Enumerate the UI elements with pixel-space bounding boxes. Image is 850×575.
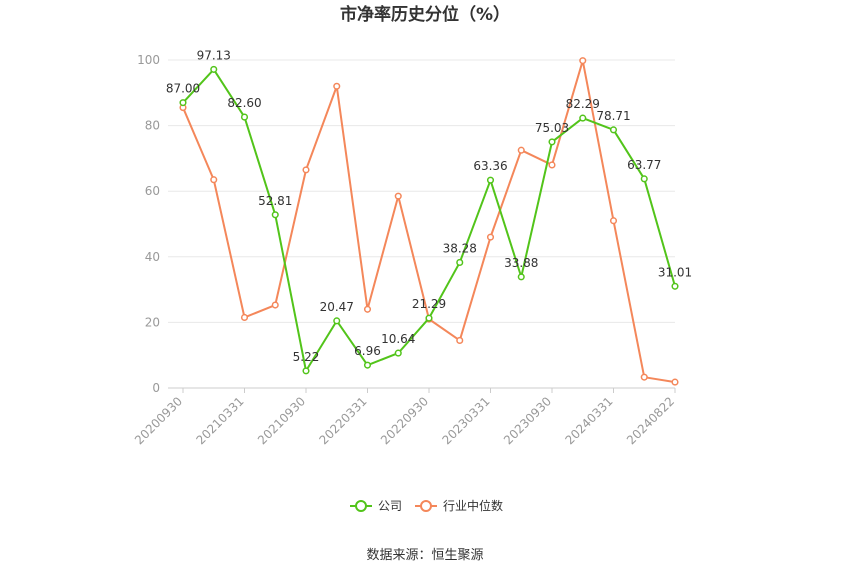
point-company [210,65,218,73]
series-layer [179,57,679,386]
y-tick-label: 100 [137,53,160,67]
x-tick-label: 20240822 [624,394,677,447]
point-company [456,258,464,266]
point-company [548,138,556,146]
point-industry-median [394,192,402,200]
point-company [609,126,618,134]
point-industry-median [240,313,249,322]
point-industry-median [548,161,556,169]
x-tick-label: 20210930 [255,394,308,447]
legend-label-industry-median: 行业中位数 [443,498,503,513]
y-tick-label: 60 [145,184,160,198]
point-industry-median [517,146,525,154]
legend-label-company: 公司 [378,499,402,513]
legend-marker-company [355,500,367,512]
point-industry-median [210,176,218,184]
point-company [579,114,587,122]
x-tick-label: 20230331 [440,394,493,447]
data-label-company: 87.00 [166,82,200,96]
data-label-company: 6.96 [354,344,381,358]
data-label-company: 20.47 [320,300,354,314]
x-tick-label: 20240331 [563,394,616,447]
data-label-company: 75.03 [535,121,569,135]
point-company [425,314,433,322]
data-label-company: 97.13 [197,48,231,62]
point-company [240,113,249,121]
point-company [671,282,679,290]
data-label-company: 21.29 [412,297,446,311]
data-label-company: 31.01 [658,265,692,279]
point-company [640,175,648,183]
legend-item-industry-median[interactable]: 行业中位数 [415,498,503,513]
data-label-company: 38.28 [443,241,477,255]
y-tick-label: 40 [145,250,160,264]
legend-marker-industry-median [420,500,432,512]
data-label-company: 82.60 [227,96,261,110]
data-label-company: 63.77 [627,158,661,172]
y-tick-label: 20 [145,315,160,329]
data-label-company: 63.36 [473,159,507,173]
x-tick-label: 20220930 [378,394,431,447]
y-axis: 0 20 40 60 80 100 [137,53,160,395]
point-company [271,211,279,219]
point-industry-median [302,166,310,174]
chart-title: 市净率历史分位（%） [340,4,510,25]
point-company [363,361,372,369]
x-tick-label: 20200930 [132,394,185,447]
x-tick-label: 20220331 [317,394,370,447]
x-tick-label: 20210331 [194,394,247,447]
point-industry-median [456,336,464,344]
y-tick-label: 0 [152,381,160,395]
point-industry-median [271,301,279,309]
data-label-company: 33.88 [504,256,538,270]
x-axis: 20200930 20210331 20210930 20220331 20220930… [132,387,677,447]
point-company [517,273,525,281]
point-industry-median [363,305,372,313]
point-industry-median [640,373,648,381]
point-company [394,349,402,357]
point-industry-median [486,233,495,241]
point-industry-median [609,217,618,225]
data-label-company: 82.29 [566,97,600,111]
legend[interactable]: 公司 行业中位数 [350,498,503,513]
data-label-company: 5.22 [293,350,320,364]
point-company [333,317,341,325]
source-note: 数据来源：恒生聚源 [366,548,483,563]
legend-item-company[interactable]: 公司 [350,499,402,513]
point-industry-median [333,82,341,90]
point-company [486,176,495,184]
y-tick-label: 80 [145,119,160,133]
data-label-company: 10.64 [381,332,415,346]
point-company [302,367,310,375]
data-label-company: 52.81 [258,194,292,208]
point-industry-median [579,57,587,65]
point-industry-median [671,378,679,386]
data-label-company: 78.71 [596,109,630,123]
x-tick-label: 20230930 [501,394,554,447]
point-company [179,99,187,107]
